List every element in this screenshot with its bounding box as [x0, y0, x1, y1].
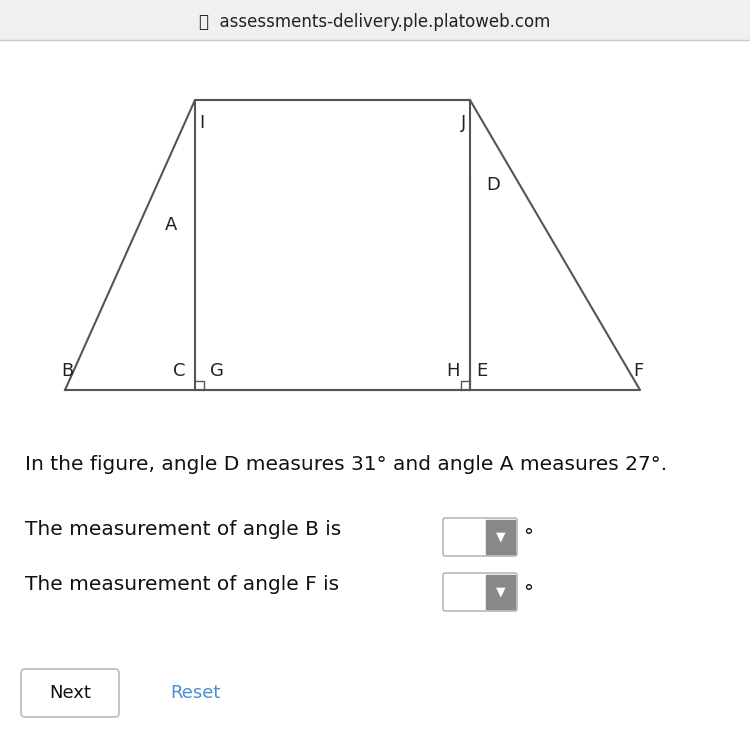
- Text: G: G: [210, 362, 224, 380]
- Text: C: C: [172, 362, 185, 380]
- Text: The measurement of angle F is: The measurement of angle F is: [25, 575, 339, 594]
- Text: °: °: [523, 583, 533, 602]
- Text: A: A: [165, 216, 177, 234]
- Text: Next: Next: [49, 684, 91, 702]
- Text: H: H: [446, 362, 460, 380]
- FancyBboxPatch shape: [443, 518, 517, 556]
- Text: Reset: Reset: [170, 684, 220, 702]
- Text: In the figure, angle D measures 31° and angle A measures 27°.: In the figure, angle D measures 31° and …: [25, 455, 668, 474]
- Text: °: °: [523, 527, 533, 547]
- Text: The measurement of angle B is: The measurement of angle B is: [25, 520, 341, 539]
- FancyBboxPatch shape: [146, 669, 244, 717]
- FancyBboxPatch shape: [21, 669, 119, 717]
- Text: ▼: ▼: [496, 530, 505, 544]
- Text: I: I: [199, 114, 204, 132]
- Text: J: J: [460, 114, 466, 132]
- Text: ▼: ▼: [496, 586, 505, 598]
- FancyBboxPatch shape: [443, 573, 517, 611]
- Text: 🔒  assessments-delivery.ple.platoweb.com: 🔒 assessments-delivery.ple.platoweb.com: [200, 13, 550, 31]
- Text: E: E: [476, 362, 488, 380]
- Bar: [485, 520, 515, 554]
- Text: B: B: [61, 362, 74, 380]
- Bar: [485, 575, 515, 609]
- Text: D: D: [486, 176, 500, 194]
- Text: F: F: [633, 362, 643, 380]
- Bar: [0, 0, 750, 40]
